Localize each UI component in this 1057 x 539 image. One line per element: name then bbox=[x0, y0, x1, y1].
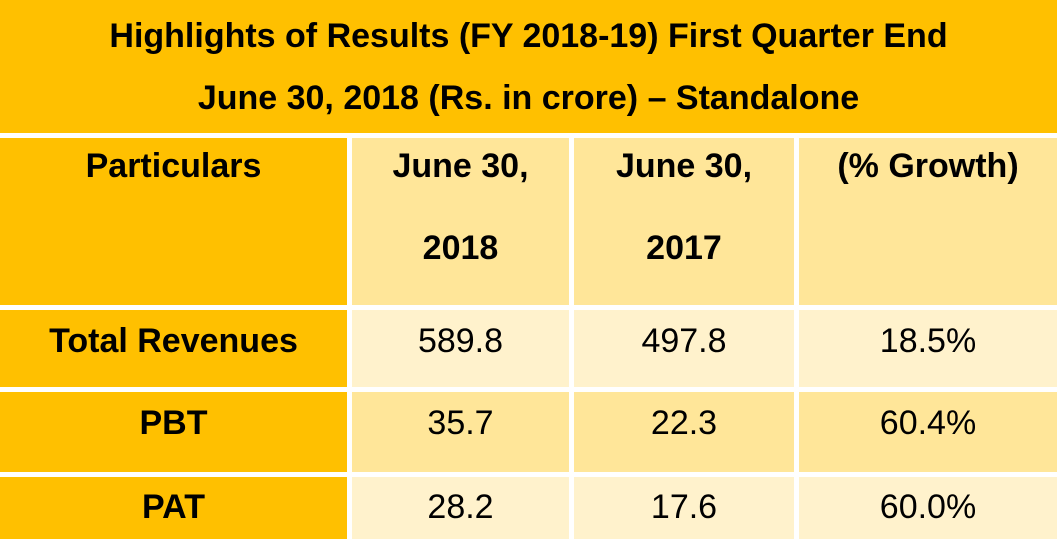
header-particulars-label: Particulars bbox=[85, 147, 262, 185]
row-label-pbt: PBT bbox=[139, 404, 208, 442]
header-june-2018-line-2: 2018 bbox=[422, 229, 499, 267]
header-cell-june-2018: June 30, 2018 bbox=[352, 138, 569, 305]
header-june-2018-line-1: June 30, bbox=[392, 147, 529, 185]
table-cell: 22.3 bbox=[574, 392, 794, 472]
value-pbt-2017: 22.3 bbox=[650, 404, 718, 442]
table-cell: 60.4% bbox=[799, 392, 1057, 472]
value-pat-2018: 28.2 bbox=[427, 488, 494, 526]
header-cell-particulars: Particulars bbox=[0, 138, 347, 305]
table-cell: 589.8 bbox=[352, 310, 569, 387]
value-total-revenues-2018: 589.8 bbox=[417, 322, 504, 360]
header-june-2017-line-2: 2017 bbox=[646, 229, 722, 267]
value-pbt-2018: 35.7 bbox=[427, 404, 494, 442]
row-label-total-revenues: Total Revenues bbox=[49, 322, 298, 360]
header-june-2017-line-1: June 30, bbox=[615, 147, 753, 185]
table-row-pbt-label-cell: PBT bbox=[0, 392, 347, 472]
table-cell: 35.7 bbox=[352, 392, 569, 472]
row-label-pat: PAT bbox=[142, 488, 205, 526]
table-cell: 17.6 bbox=[574, 477, 794, 539]
header-cell-june-2017: June 30, 2017 bbox=[574, 138, 794, 305]
header-cell-growth: (% Growth) bbox=[799, 138, 1057, 305]
table-title-band bbox=[0, 0, 1057, 133]
value-pat-2017: 17.6 bbox=[650, 488, 718, 526]
table-title-line-1: Highlights of Results (FY 2018-19) First… bbox=[109, 17, 948, 55]
table-row-total-revenues-label-cell: Total Revenues bbox=[0, 310, 347, 387]
table-cell: 18.5% bbox=[799, 310, 1057, 387]
table-title-line-2: June 30, 2018 (Rs. in crore) – Standalon… bbox=[197, 79, 860, 117]
table-cell: 28.2 bbox=[352, 477, 569, 539]
value-pat-growth: 60.0% bbox=[879, 488, 977, 526]
value-total-revenues-growth: 18.5% bbox=[879, 322, 977, 360]
value-total-revenues-2017: 497.8 bbox=[641, 322, 727, 360]
value-pbt-growth: 60.4% bbox=[879, 404, 977, 442]
table-cell: 497.8 bbox=[574, 310, 794, 387]
table-cell: 60.0% bbox=[799, 477, 1057, 539]
header-growth-label: (% Growth) bbox=[837, 147, 1019, 185]
table-row-pat-label-cell: PAT bbox=[0, 477, 347, 539]
